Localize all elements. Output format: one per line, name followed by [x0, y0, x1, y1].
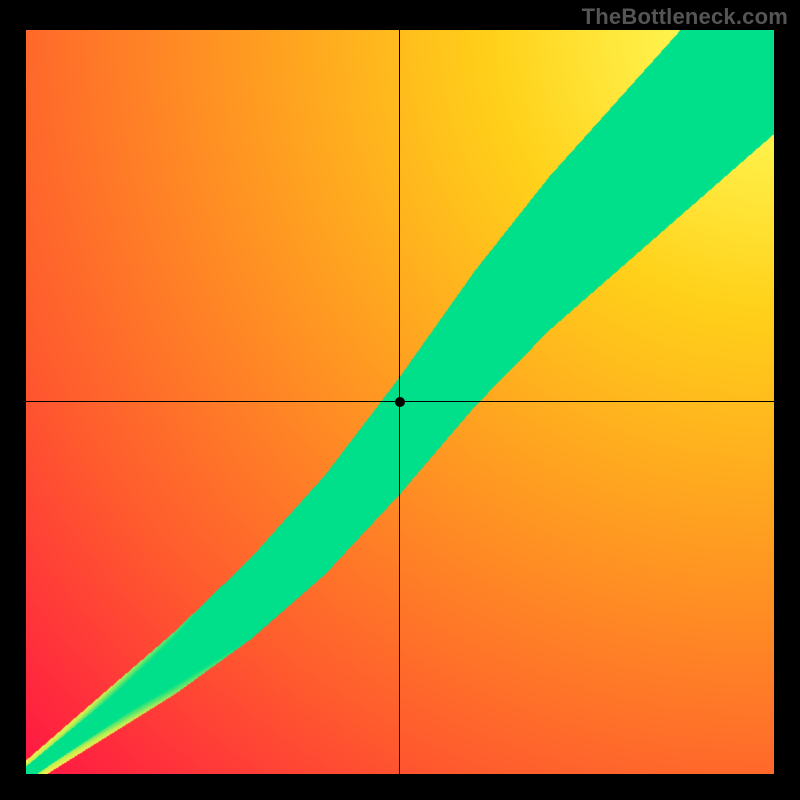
watermark-text: TheBottleneck.com	[582, 4, 788, 30]
heatmap-area	[26, 30, 774, 774]
crosshair-marker	[395, 397, 405, 407]
chart-frame: TheBottleneck.com	[0, 0, 800, 800]
